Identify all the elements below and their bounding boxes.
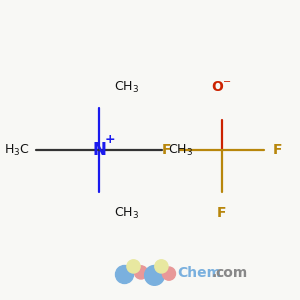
Text: F: F	[161, 143, 171, 157]
Text: .: .	[212, 266, 217, 280]
Circle shape	[162, 267, 176, 280]
Text: CH$_3$: CH$_3$	[168, 142, 193, 158]
Text: +: +	[104, 133, 115, 146]
Text: O$^{-}$: O$^{-}$	[212, 80, 233, 94]
Text: CH$_3$: CH$_3$	[114, 80, 139, 94]
Text: F: F	[273, 143, 283, 157]
Circle shape	[155, 260, 168, 273]
Text: CH$_3$: CH$_3$	[114, 206, 139, 220]
Text: H$_3$C: H$_3$C	[4, 142, 30, 158]
Text: N: N	[92, 141, 106, 159]
Circle shape	[145, 266, 164, 285]
Text: com: com	[215, 266, 248, 280]
Circle shape	[116, 266, 134, 284]
Text: F: F	[217, 206, 227, 220]
Circle shape	[134, 266, 148, 279]
Circle shape	[127, 260, 140, 273]
Text: Chem: Chem	[177, 266, 221, 280]
